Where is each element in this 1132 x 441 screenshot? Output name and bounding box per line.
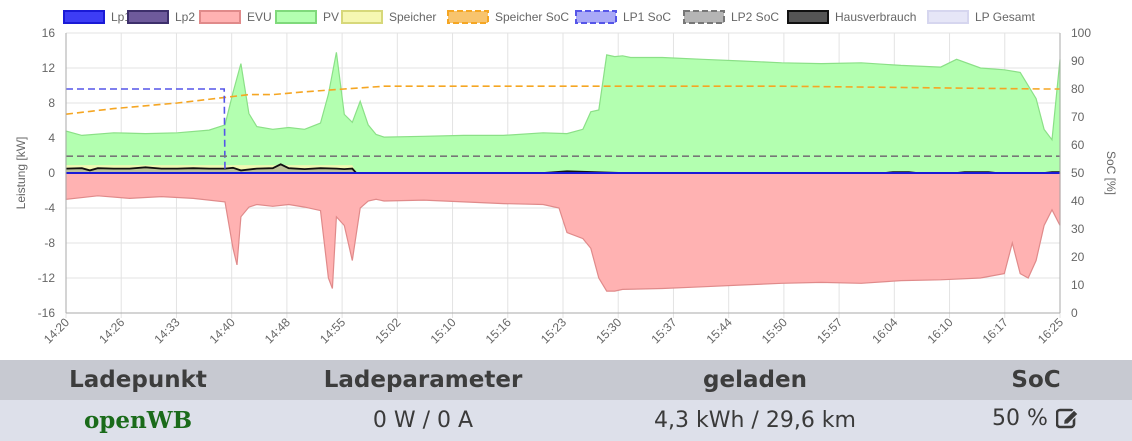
x-tick-label-3: 14:40 bbox=[207, 315, 238, 346]
header-soc: SoC bbox=[1011, 367, 1061, 393]
legend-swatch-5 bbox=[447, 10, 489, 24]
x-tick-label-9: 15:23 bbox=[538, 315, 569, 346]
series-evu-area bbox=[65, 172, 1061, 292]
y2-axis-title: SoC [%] bbox=[1104, 151, 1118, 195]
edit-icon[interactable] bbox=[1055, 407, 1080, 435]
x-tick-label-5: 14:55 bbox=[317, 315, 348, 346]
charge-point-table: Ladepunkt Ladeparameter geladen SoC open… bbox=[0, 360, 1132, 441]
y2-tick-label-5: 50 bbox=[1071, 166, 1085, 180]
series-speicher-area bbox=[66, 165, 1060, 173]
y-tick-label-7: -12 bbox=[38, 271, 56, 285]
legend-label-7: LP2 SoC bbox=[731, 10, 779, 24]
y-axis-title: Leistung [kW] bbox=[14, 137, 28, 210]
legend-swatch-2 bbox=[199, 10, 241, 24]
legend-label-4: Speicher bbox=[389, 10, 436, 24]
legend-swatch-7 bbox=[683, 10, 725, 24]
legend-swatch-9 bbox=[927, 10, 969, 24]
y-tick-label-6: -8 bbox=[44, 236, 55, 250]
legend-swatch-4 bbox=[341, 10, 383, 24]
chart-container: Lp1 Lp2 EVU PV Speicher Speicher SoC LP1 SoC LP… bbox=[14, 10, 1118, 346]
x-tick-label-18: 16:25 bbox=[1035, 315, 1066, 346]
x-tick-label-1: 14:26 bbox=[96, 315, 127, 346]
x-tick-label-7: 15:10 bbox=[428, 315, 459, 346]
y2-tick-label-4: 60 bbox=[1071, 138, 1085, 152]
y2-tick-label-9: 10 bbox=[1071, 278, 1085, 292]
y2-tick-label-3: 70 bbox=[1071, 110, 1085, 124]
table-header: Ladepunkt Ladeparameter geladen SoC bbox=[0, 360, 1132, 400]
legend-label-0: Lp1 bbox=[111, 10, 131, 24]
x-tick-label-10: 15:30 bbox=[593, 315, 624, 346]
legend-swatch-1 bbox=[127, 10, 169, 24]
chart-legend: Lp1 Lp2 EVU PV Speicher Speicher SoC LP1 SoC LP… bbox=[63, 10, 1035, 24]
legend-swatch-0 bbox=[63, 10, 105, 24]
table-row: openWB 0 W / 0 A 4,3 kWh / 29,6 km 50 % bbox=[0, 400, 1132, 441]
legend-label-2: EVU bbox=[247, 10, 272, 24]
legend-label-1: Lp2 bbox=[175, 10, 195, 24]
x-tick-label-16: 16:10 bbox=[925, 315, 956, 346]
y2-tick-label-7: 30 bbox=[1071, 222, 1085, 236]
header-ladeparameter: Ladeparameter bbox=[323, 367, 523, 393]
x-tick-label-6: 15:02 bbox=[372, 315, 403, 346]
legend-label-3: PV bbox=[323, 10, 339, 24]
power-chart: Lp1 Lp2 EVU PV Speicher Speicher SoC LP1 SoC LP… bbox=[14, 10, 1118, 346]
y2-tick-label-2: 80 bbox=[1071, 82, 1085, 96]
charge-point-name[interactable]: openWB bbox=[83, 407, 193, 434]
x-tick-label-12: 15:44 bbox=[704, 315, 735, 346]
legend-label-6: LP1 SoC bbox=[623, 10, 671, 24]
legend-label-9: LP Gesamt bbox=[975, 10, 1035, 24]
x-tick-label-13: 15:50 bbox=[759, 315, 790, 346]
header-geladen: geladen bbox=[703, 367, 807, 393]
y-tick-label-1: 12 bbox=[42, 61, 56, 75]
series-pv-area bbox=[65, 52, 1061, 174]
x-tick-label-14: 15:57 bbox=[814, 315, 845, 346]
legend-swatch-8 bbox=[787, 10, 829, 24]
x-tick-label-4: 14:48 bbox=[262, 315, 293, 346]
cell-geladen: 4,3 kWh / 29,6 km bbox=[654, 408, 856, 433]
y2-tick-label-8: 20 bbox=[1071, 250, 1085, 264]
y2-tick-label-10: 0 bbox=[1071, 306, 1078, 320]
x-tick-label-15: 16:04 bbox=[869, 315, 900, 346]
chart-series bbox=[65, 52, 1061, 292]
legend-swatch-6 bbox=[575, 10, 617, 24]
x-tick-label-2: 14:33 bbox=[151, 315, 182, 346]
y-tick-label-2: 8 bbox=[48, 96, 55, 110]
y-tick-label-3: 4 bbox=[48, 131, 55, 145]
legend-swatch-3 bbox=[275, 10, 317, 24]
series-hausverbrauch-area bbox=[66, 164, 1060, 173]
soc-value: 50 % bbox=[992, 406, 1048, 431]
series-speicher-soc-line bbox=[65, 85, 1060, 115]
y2-tick-label-1: 90 bbox=[1071, 54, 1085, 68]
x-tick-label-11: 15:37 bbox=[648, 315, 679, 346]
cell-ladeparameter: 0 W / 0 A bbox=[372, 408, 474, 433]
y2-tick-label-0: 100 bbox=[1071, 26, 1091, 40]
y-tick-label-0: 16 bbox=[42, 26, 56, 40]
header-ladepunkt: Ladepunkt bbox=[69, 367, 207, 393]
cell-soc: 50 % bbox=[940, 406, 1132, 435]
y2-tick-label-6: 40 bbox=[1071, 194, 1085, 208]
x-tick-label-17: 16:17 bbox=[980, 315, 1011, 346]
x-tick-label-8: 15:16 bbox=[483, 315, 514, 346]
cell-ladepunkt: openWB bbox=[0, 407, 276, 434]
y-tick-label-8: -16 bbox=[38, 306, 56, 320]
y-tick-label-4: 0 bbox=[48, 166, 55, 180]
legend-label-5: Speicher SoC bbox=[495, 10, 569, 24]
y-tick-label-5: -4 bbox=[44, 201, 55, 215]
legend-label-8: Hausverbrauch bbox=[835, 10, 916, 24]
